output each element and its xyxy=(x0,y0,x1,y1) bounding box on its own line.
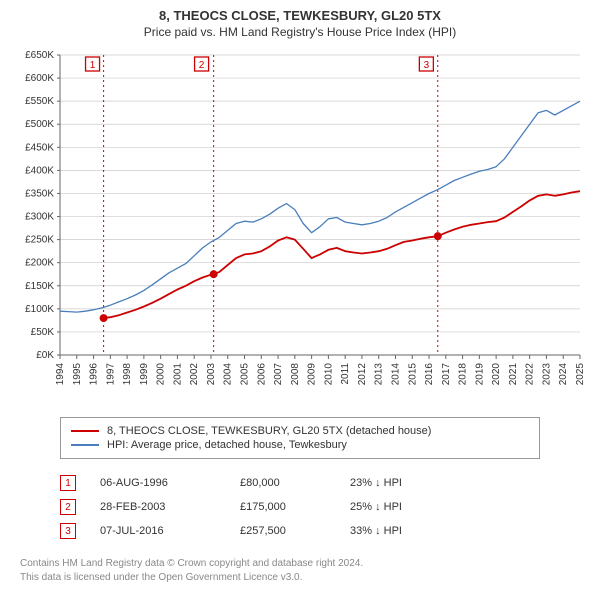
y-tick-label: £150K xyxy=(25,281,54,292)
x-tick-label: 2010 xyxy=(323,363,334,386)
series-hpi xyxy=(60,101,580,312)
x-tick-label: 2012 xyxy=(357,363,368,386)
x-tick-label: 2002 xyxy=(189,363,200,386)
x-tick-label: 2009 xyxy=(307,363,318,386)
y-tick-label: £600K xyxy=(25,73,54,84)
vline-label-num: 3 xyxy=(424,60,430,71)
vline-label-num: 2 xyxy=(199,60,205,71)
legend-label: 8, THEOCS CLOSE, TEWKESBURY, GL20 5TX (d… xyxy=(107,425,431,437)
x-tick-label: 1999 xyxy=(139,363,150,386)
x-tick-label: 2001 xyxy=(172,363,183,386)
x-tick-label: 2006 xyxy=(256,363,267,386)
marker-row: 1 06-AUG-1996£80,00023% ↓ HPI xyxy=(60,471,540,495)
marker-price: £175,000 xyxy=(240,501,350,513)
x-tick-label: 1998 xyxy=(122,363,133,386)
marker-pct: 23% ↓ HPI xyxy=(350,477,460,489)
legend-swatch xyxy=(71,430,99,432)
chart-svg: £0K £50K £100K £150K £200K £250K £300K £350K £40… xyxy=(10,47,590,407)
marker-date: 07-JUL-2016 xyxy=(100,525,240,537)
marker-row: 2 28-FEB-2003£175,00025% ↓ HPI xyxy=(60,495,540,519)
marker-number-box: 1 xyxy=(60,475,76,491)
marker-number-box: 2 xyxy=(60,499,76,515)
x-tick-label: 1994 xyxy=(55,363,66,386)
y-tick-label: £0K xyxy=(36,350,54,361)
marker-table: 1 06-AUG-1996£80,00023% ↓ HPI 2 28-FEB-2003… xyxy=(60,471,540,543)
footer-line-2: This data is licensed under the Open Gov… xyxy=(20,571,590,585)
marker-date: 06-AUG-1996 xyxy=(100,477,240,489)
series-marker xyxy=(210,270,218,278)
marker-pct: 25% ↓ HPI xyxy=(350,501,460,513)
y-tick-label: £100K xyxy=(25,304,54,315)
series-price_paid xyxy=(104,191,580,318)
y-tick-label: £250K xyxy=(25,235,54,246)
marker-row: 3 07-JUL-2016£257,50033% ↓ HPI xyxy=(60,519,540,543)
legend-swatch xyxy=(71,444,99,446)
series-marker xyxy=(100,314,108,322)
footer-attribution: Contains HM Land Registry data © Crown c… xyxy=(20,557,590,585)
chart-area: £0K £50K £100K £150K £200K £250K £300K £350K £40… xyxy=(10,47,590,407)
y-tick-label: £500K xyxy=(25,119,54,130)
x-tick-label: 2003 xyxy=(206,363,217,386)
marker-date: 28-FEB-2003 xyxy=(100,501,240,513)
x-tick-label: 2015 xyxy=(407,363,418,386)
y-tick-label: £350K xyxy=(25,188,54,199)
x-tick-label: 2016 xyxy=(424,363,435,386)
x-tick-label: 2005 xyxy=(240,363,251,386)
marker-pct: 33% ↓ HPI xyxy=(350,525,460,537)
legend: 8, THEOCS CLOSE, TEWKESBURY, GL20 5TX (d… xyxy=(60,417,540,459)
x-tick-label: 1996 xyxy=(89,363,100,386)
x-tick-label: 1995 xyxy=(72,363,83,386)
y-tick-label: £650K xyxy=(25,50,54,61)
vline-label-num: 1 xyxy=(90,60,96,71)
legend-item: HPI: Average price, detached house, Tewk… xyxy=(71,438,529,452)
y-tick-label: £400K xyxy=(25,165,54,176)
y-tick-label: £300K xyxy=(25,212,54,223)
x-tick-label: 2019 xyxy=(474,363,485,386)
series-marker xyxy=(434,232,442,240)
x-tick-label: 2023 xyxy=(541,363,552,386)
x-tick-label: 1997 xyxy=(105,363,116,386)
y-tick-label: £450K xyxy=(25,142,54,153)
x-tick-label: 2024 xyxy=(558,363,569,386)
y-tick-label: £200K xyxy=(25,258,54,269)
x-tick-label: 2007 xyxy=(273,363,284,386)
footer-line-1: Contains HM Land Registry data © Crown c… xyxy=(20,557,590,571)
x-tick-label: 2018 xyxy=(458,363,469,386)
chart-title: 8, THEOCS CLOSE, TEWKESBURY, GL20 5TX xyxy=(10,8,590,23)
figure-container: 8, THEOCS CLOSE, TEWKESBURY, GL20 5TX Pr… xyxy=(0,0,600,595)
x-tick-label: 2000 xyxy=(156,363,167,386)
x-tick-label: 2021 xyxy=(508,363,519,386)
y-tick-label: £550K xyxy=(25,96,54,107)
x-tick-label: 2008 xyxy=(290,363,301,386)
x-tick-label: 2020 xyxy=(491,363,502,386)
marker-number-box: 3 xyxy=(60,523,76,539)
x-tick-label: 2011 xyxy=(340,363,351,385)
legend-label: HPI: Average price, detached house, Tewk… xyxy=(107,439,347,451)
x-tick-label: 2004 xyxy=(223,363,234,386)
legend-item: 8, THEOCS CLOSE, TEWKESBURY, GL20 5TX (d… xyxy=(71,424,529,438)
y-tick-label: £50K xyxy=(31,327,55,338)
chart-subtitle: Price paid vs. HM Land Registry's House … xyxy=(10,25,590,39)
x-tick-label: 2022 xyxy=(525,363,536,386)
marker-price: £80,000 xyxy=(240,477,350,489)
x-tick-label: 2025 xyxy=(575,363,586,386)
marker-price: £257,500 xyxy=(240,525,350,537)
x-tick-label: 2014 xyxy=(390,363,401,386)
x-tick-label: 2013 xyxy=(374,363,385,386)
x-tick-label: 2017 xyxy=(441,363,452,386)
